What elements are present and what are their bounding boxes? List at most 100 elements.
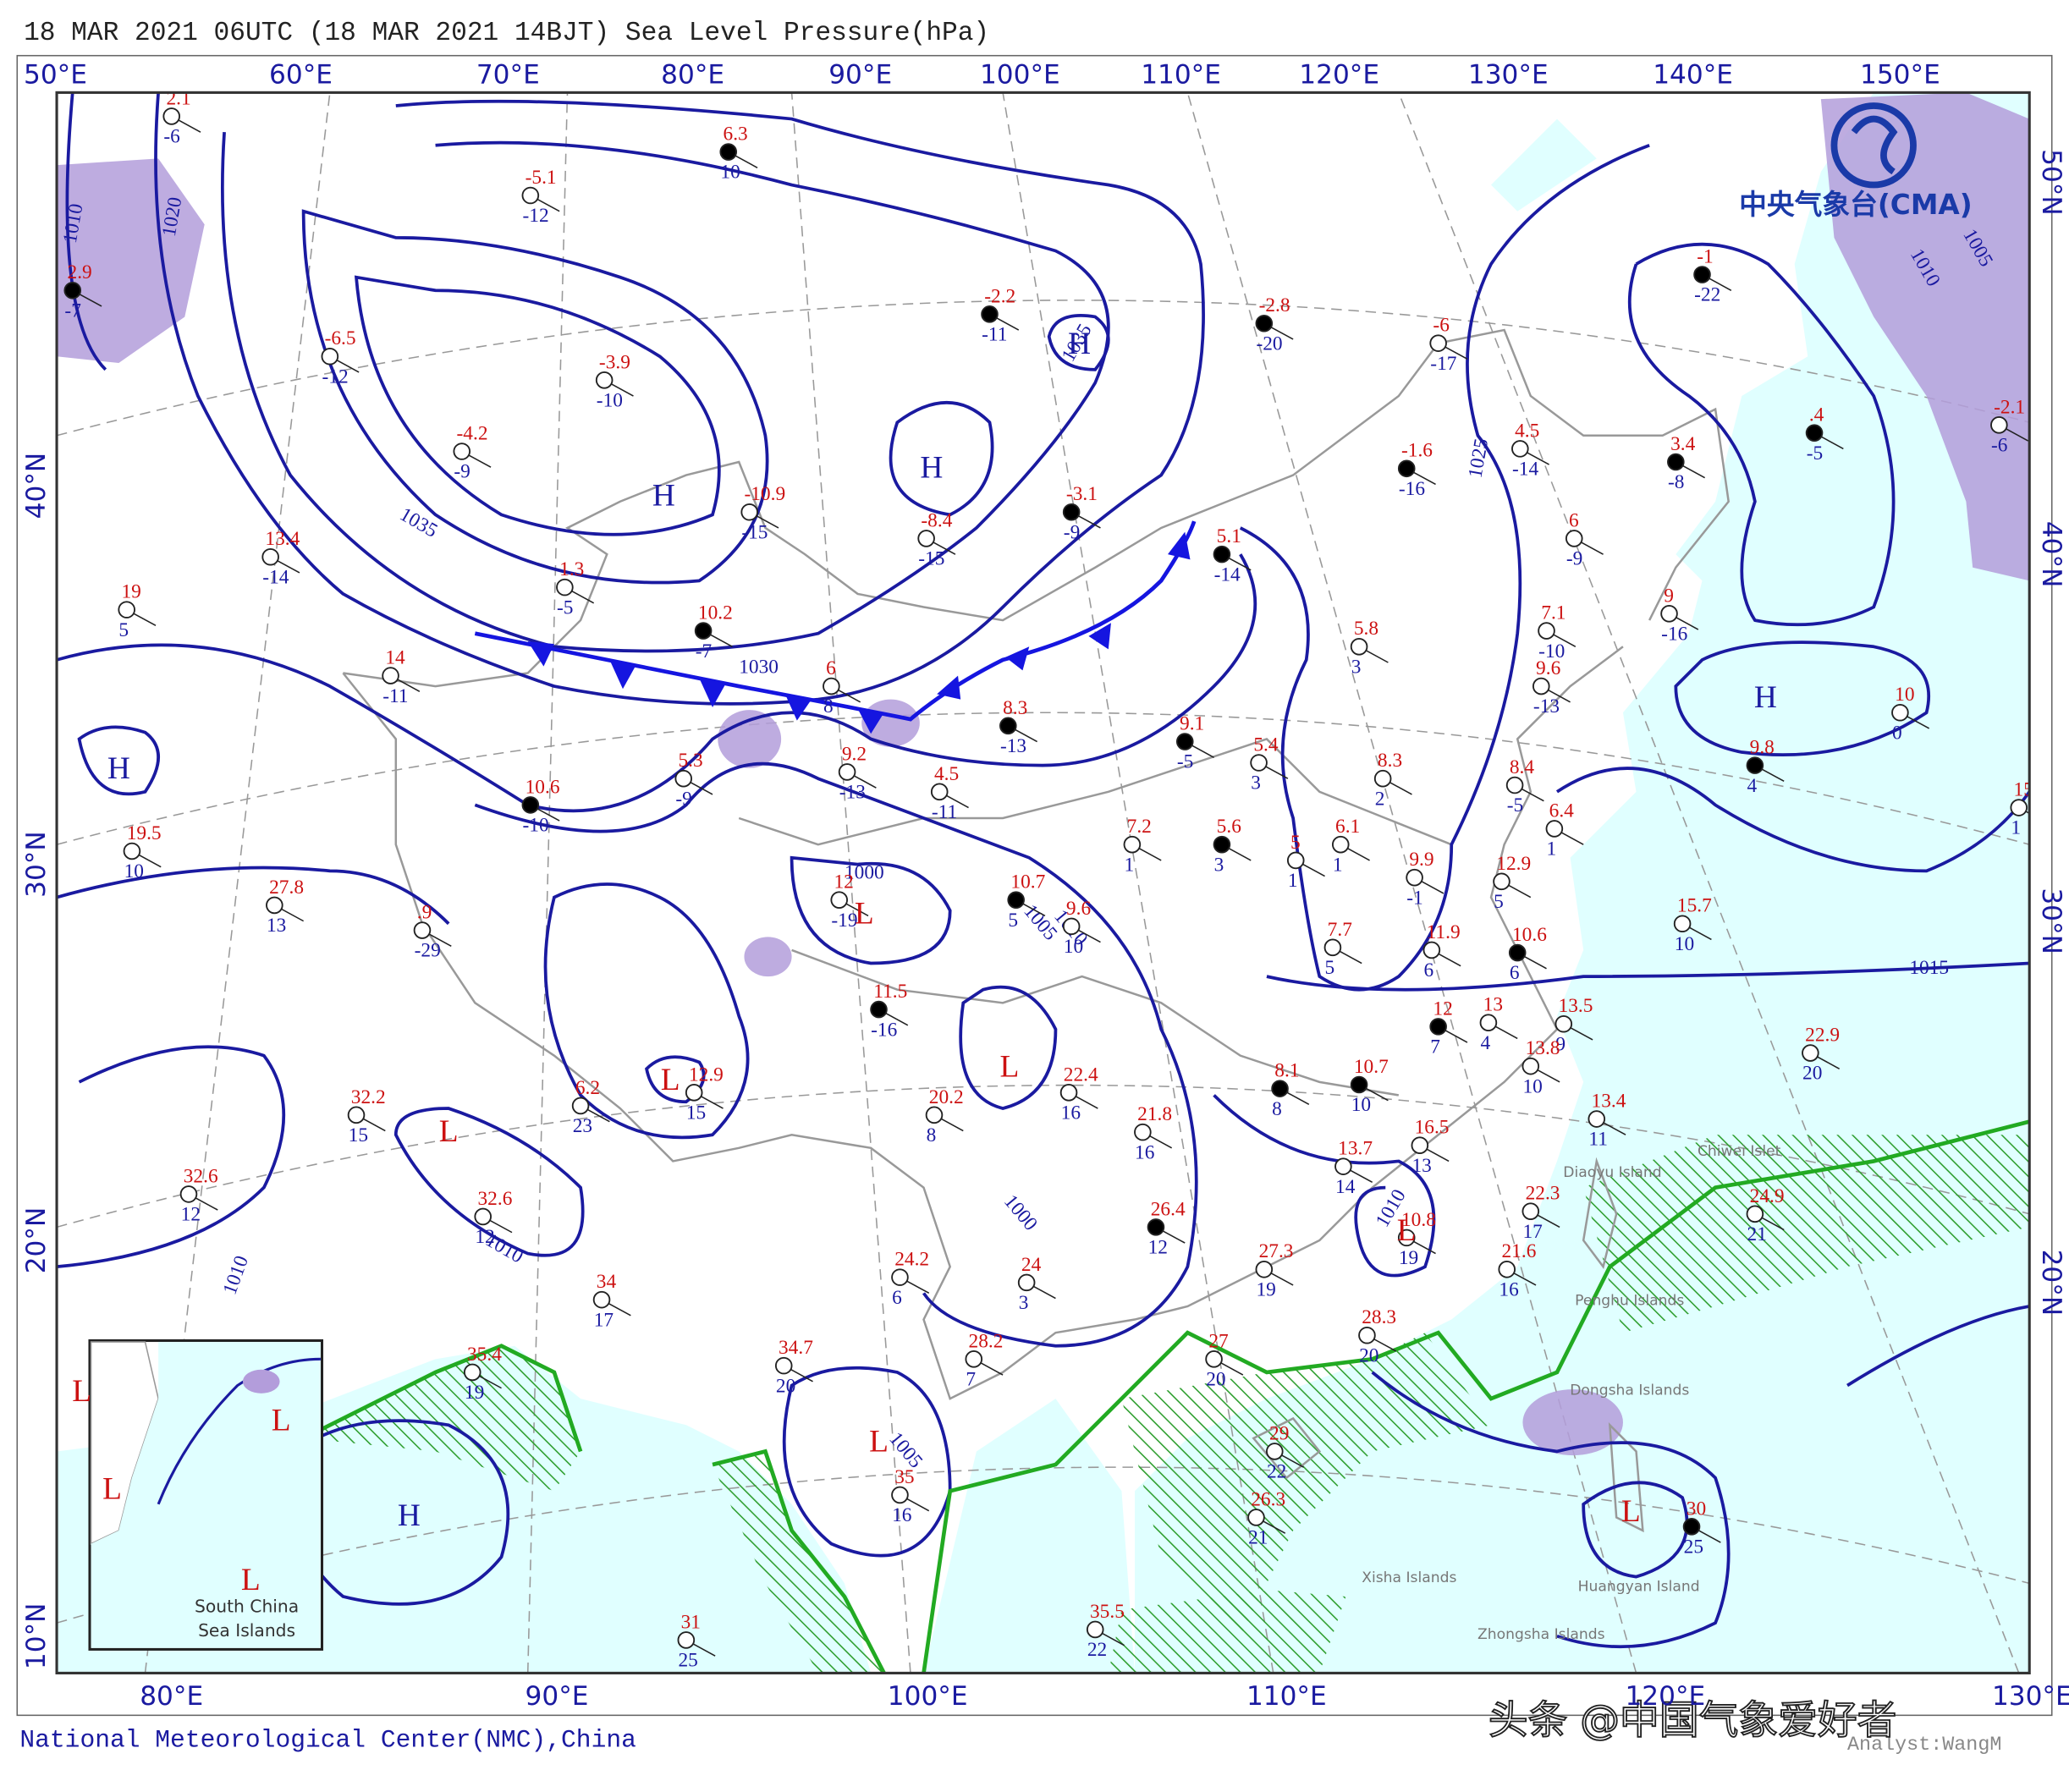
station-dew: -11 <box>932 801 957 823</box>
isobar <box>474 761 1198 1348</box>
station: 20.28 <box>925 1086 964 1146</box>
station-circle <box>981 305 999 323</box>
station-temp: 2.1 <box>166 87 190 109</box>
station-dew: 25 <box>1684 1536 1703 1558</box>
pressure-center: L <box>661 1063 680 1097</box>
station-temp: 22.4 <box>1064 1064 1098 1086</box>
station: 9.6 10 <box>1062 898 1101 958</box>
station: 19.5 10 <box>123 822 162 882</box>
right-axis-label: 30°N <box>2036 888 2066 954</box>
analyst: Analyst:WangM <box>1847 1734 2001 1756</box>
station-temp: 35 <box>894 1466 914 1488</box>
station: .4 -5 <box>1805 404 1844 464</box>
station-circle <box>474 1207 492 1226</box>
station-temp: 6 <box>826 657 836 679</box>
station-temp: 24.2 <box>894 1249 929 1271</box>
station-circle <box>1429 1018 1447 1036</box>
isobar <box>1846 1305 2030 1388</box>
inset-label: South China <box>195 1597 299 1617</box>
station-dew: -10 <box>522 815 548 837</box>
station: 12 7 <box>1429 998 1468 1058</box>
station-dew: 19 <box>1256 1278 1275 1300</box>
isobar <box>1555 767 2030 873</box>
station: 13.8 10 <box>1521 1037 1560 1097</box>
station-dew: -14 <box>1512 459 1538 481</box>
title: 18 MAR 2021 06UTC (18 MAR 2021 14BJT) Se… <box>24 19 989 48</box>
station-temp: 32.6 <box>477 1188 512 1210</box>
station-circle <box>1059 1084 1078 1102</box>
station-dew: 22 <box>1087 1639 1107 1661</box>
station: 9.84 <box>1746 737 1785 797</box>
station-dew: 1 <box>1125 854 1135 876</box>
bottom-axis-label: 120°E <box>1625 1681 1705 1712</box>
station-dew: -5 <box>1807 443 1823 464</box>
station-circle <box>2010 799 2028 816</box>
station: -3.9 -10 <box>595 351 634 411</box>
top-axis-label: 80°E <box>661 59 724 90</box>
station-dew: -15 <box>918 548 944 570</box>
station-dew: 8 <box>823 695 834 717</box>
station-circle <box>261 547 279 566</box>
station-circle <box>1213 835 1231 854</box>
station-dew: 8 <box>927 1124 937 1146</box>
station-temp: 16.5 <box>1415 1117 1450 1139</box>
inset-label: Sea Islands <box>198 1620 295 1641</box>
station-circle <box>1511 440 1529 458</box>
station-dew: 10 <box>1522 1075 1542 1097</box>
station-temp: 10.6 <box>526 776 560 798</box>
station-temp: 22.3 <box>1526 1183 1560 1205</box>
isobar <box>1582 1481 1689 1579</box>
station-dew: 17 <box>1522 1221 1543 1243</box>
station-temp: 5.1 <box>1217 525 1241 547</box>
station-temp: -1.6 <box>1401 440 1433 462</box>
credit: National Meteorological Center(NMC),Chin… <box>19 1726 636 1755</box>
station-circle <box>1134 1123 1152 1141</box>
station-circle <box>1175 733 1194 750</box>
station-dew: 3 <box>1019 1292 1029 1314</box>
station: 34 17 <box>592 1271 631 1331</box>
pressure-center: L <box>102 1472 122 1507</box>
station: .9 -29 <box>413 902 452 962</box>
station: 13.4 -14 <box>261 528 300 588</box>
station: 6.11 <box>1331 816 1370 876</box>
station-circle <box>1250 754 1268 772</box>
station-circle <box>1805 424 1824 442</box>
station: 35.5 22 <box>1086 1601 1125 1661</box>
station-circle <box>1411 1136 1429 1155</box>
station: 27.3 19 <box>1255 1240 1294 1300</box>
station-circle <box>1505 776 1524 794</box>
station-temp: 10 <box>1895 684 1914 706</box>
station-temp: -6.5 <box>325 327 356 349</box>
station-temp: 2.9 <box>68 261 92 283</box>
station-circle <box>999 717 1017 735</box>
isobar <box>1266 961 2030 992</box>
station-circle <box>1271 1080 1289 1097</box>
station-circle <box>1545 820 1564 838</box>
station: 16.5 13 <box>1411 1117 1450 1177</box>
isobar <box>154 92 1205 706</box>
station-circle <box>1358 1326 1376 1344</box>
station: -1.6 -16 <box>1397 440 1436 500</box>
station-temp: 22.9 <box>1805 1025 1840 1047</box>
station-circle <box>1693 266 1711 283</box>
station-dew: -11 <box>382 685 408 707</box>
station-circle <box>162 107 181 125</box>
station: 34.7 20 <box>774 1337 813 1397</box>
station-circle <box>453 443 471 460</box>
station-temp: -4.2 <box>457 422 488 444</box>
station-circle <box>891 1268 909 1286</box>
station-circle <box>1397 1229 1416 1247</box>
station-dew: 13 <box>267 915 286 937</box>
station-dew: 4 <box>1747 775 1758 797</box>
station: 32.2 15 <box>347 1086 386 1146</box>
isobar <box>57 866 450 926</box>
rain-area <box>1121 1333 1492 1636</box>
front-triangle <box>527 641 554 667</box>
station-temp: 8.3 <box>1003 697 1027 719</box>
station-temp: 11.5 <box>873 981 907 1003</box>
right-axis-label: 40°N <box>2036 521 2066 588</box>
right-axis-label: 20°N <box>2036 1250 2066 1317</box>
station-temp: 10.6 <box>1512 924 1547 946</box>
front-triangle <box>699 678 726 708</box>
station-temp: 12.9 <box>1496 853 1531 875</box>
